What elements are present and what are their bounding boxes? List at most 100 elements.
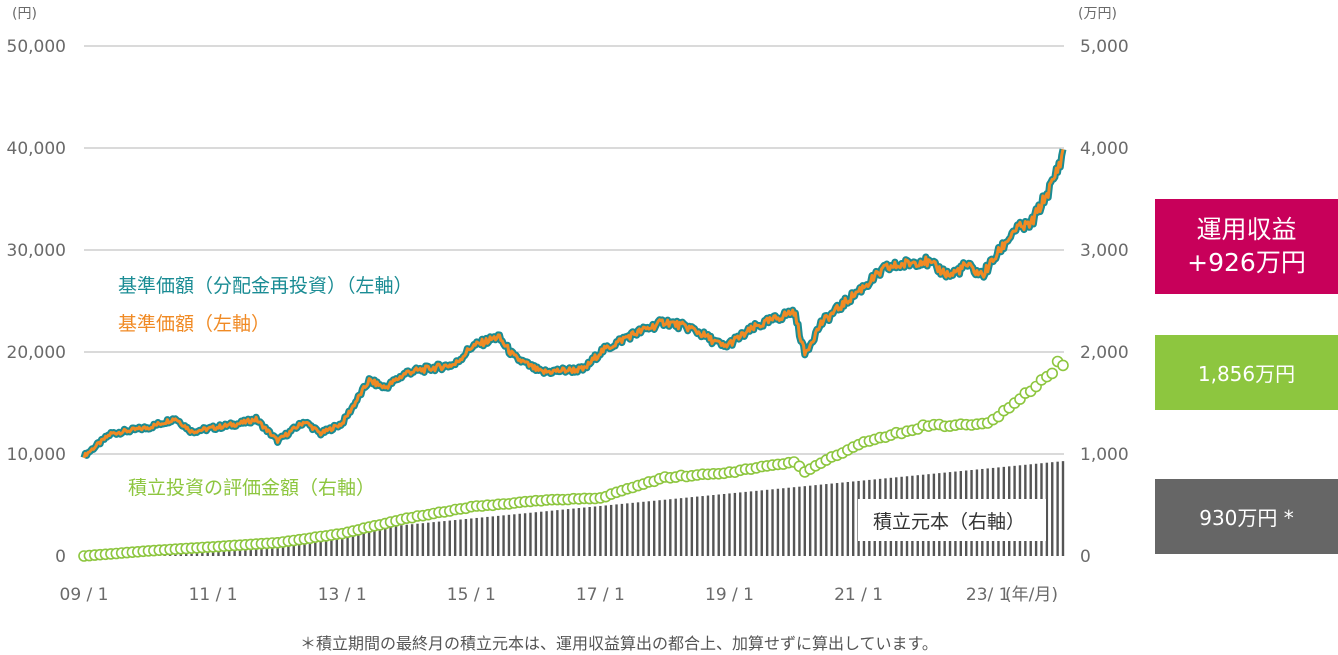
left-axis-ticks: 50,000 40,000 30,000 20,000 10,000 0 — [7, 37, 66, 567]
principal-bar — [696, 496, 699, 556]
principal-bar — [647, 501, 651, 556]
x-tick-label: 11 / 1 — [189, 585, 238, 605]
principal-bar — [297, 535, 301, 556]
principal-bar — [803, 486, 806, 556]
principal-bar — [615, 504, 618, 556]
valuation-point — [1046, 367, 1058, 380]
principal-bar — [507, 514, 511, 556]
principal-bar — [771, 489, 774, 556]
principal-bar — [841, 482, 844, 556]
principal-bar — [706, 495, 710, 556]
principal-bar — [722, 493, 726, 556]
right-tick-label: 2,000 — [1080, 343, 1129, 363]
principal-bar — [765, 489, 769, 556]
principal-bar — [319, 533, 322, 556]
principal-value: 930万円 * — [1199, 506, 1294, 530]
principal-bar — [308, 534, 312, 556]
principal-bar — [443, 521, 446, 556]
principal-bar — [760, 490, 763, 556]
principal-bar — [324, 532, 328, 556]
principal-bar — [808, 485, 812, 556]
principal-bar — [814, 485, 817, 556]
nav-line — [82, 148, 1065, 459]
principal-bar — [357, 529, 360, 556]
x-axis-ticks: 09 / 1 11 / 1 13 / 1 15 / 1 17 / 1 19 / 1 21 /… — [60, 585, 1010, 605]
principal-bar — [330, 532, 333, 556]
x-axis-unit: (年/月) — [1005, 585, 1058, 605]
valuation-value: 1,856万円 — [1197, 362, 1296, 386]
principal-bar — [540, 511, 543, 556]
principal-bar — [572, 508, 575, 556]
principal-bar — [636, 502, 640, 556]
grid-lines — [84, 45, 1064, 455]
legend-nav-label: 基準価額（左軸） — [118, 313, 270, 335]
principal-bar — [1061, 461, 1065, 556]
principal-bar — [351, 529, 355, 556]
principal-bar — [534, 512, 538, 556]
principal-bar — [491, 516, 495, 556]
principal-bar — [416, 523, 419, 556]
principal-bar — [620, 503, 624, 556]
principal-bar — [448, 520, 451, 556]
principal-bar — [749, 491, 753, 556]
principal-bar — [739, 492, 742, 556]
principal-bar — [1045, 462, 1049, 556]
x-tick-label: 13 / 1 — [318, 585, 367, 605]
principal-bar — [389, 526, 392, 556]
principal-bar — [690, 497, 694, 556]
x-tick-label: 23/ 1 — [966, 585, 1010, 605]
principal-bar — [550, 510, 554, 556]
principal-bar — [335, 531, 339, 556]
principal-bar — [712, 495, 715, 556]
left-axis-unit: (円) — [12, 6, 37, 22]
principal-bar — [545, 511, 548, 556]
principal-bar — [642, 501, 645, 556]
principal-bar — [852, 481, 855, 556]
principal-bar — [744, 491, 747, 556]
principal-bar — [437, 521, 441, 556]
principal-bar — [604, 505, 607, 556]
principal-bar — [1056, 461, 1059, 556]
left-tick-label: 20,000 — [7, 343, 66, 363]
principal-bar — [384, 526, 387, 556]
principal-bar — [825, 484, 828, 556]
x-tick-label: 19 / 1 — [705, 585, 754, 605]
principal-bar — [1051, 462, 1054, 556]
footnote: ＊積立期間の最終月の積立元本は、運用収益算出の都合上、加算せずに算出しています。 — [300, 634, 938, 653]
principal-bar — [588, 507, 591, 556]
principal-bar — [593, 506, 597, 556]
legend-principal-label: 積立元本（右軸） — [873, 511, 1025, 533]
left-tick-label: 0 — [55, 547, 66, 567]
legend-reinvest-label: 基準価額（分配金再投資）（左軸） — [118, 275, 413, 297]
principal-bar — [626, 503, 629, 556]
principal-bar — [556, 510, 559, 556]
principal-bar — [378, 527, 382, 556]
right-axis-unit: (万円) — [1078, 6, 1117, 22]
principal-bar — [701, 496, 704, 556]
principal-bar — [518, 513, 521, 556]
right-tick-label: 0 — [1080, 547, 1091, 567]
principal-bar — [631, 502, 634, 556]
principal-bar — [432, 522, 435, 556]
principal-bar — [373, 527, 376, 556]
reinvest-line — [80, 148, 1067, 459]
principal-bar — [599, 505, 602, 556]
x-tick-label: 17 / 1 — [576, 585, 625, 605]
principal-bar — [502, 515, 505, 556]
principal-bar — [792, 487, 796, 556]
principal-bar — [459, 519, 462, 556]
principal-summary-box: 930万円 * — [1155, 479, 1338, 554]
right-tick-label: 4,000 — [1080, 139, 1129, 159]
principal-bar — [453, 520, 457, 556]
right-tick-label: 5,000 — [1080, 37, 1129, 57]
principal-bar — [674, 498, 677, 556]
principal-bar — [669, 499, 672, 556]
principal-bar — [561, 509, 564, 556]
profit-summary-box: 運用収益 +926万円 — [1155, 199, 1338, 294]
left-tick-label: 50,000 — [7, 37, 66, 57]
principal-bar — [652, 500, 656, 556]
x-tick-label: 21 / 1 — [834, 585, 883, 605]
principal-bar — [529, 512, 532, 556]
principal-bar — [496, 515, 500, 556]
